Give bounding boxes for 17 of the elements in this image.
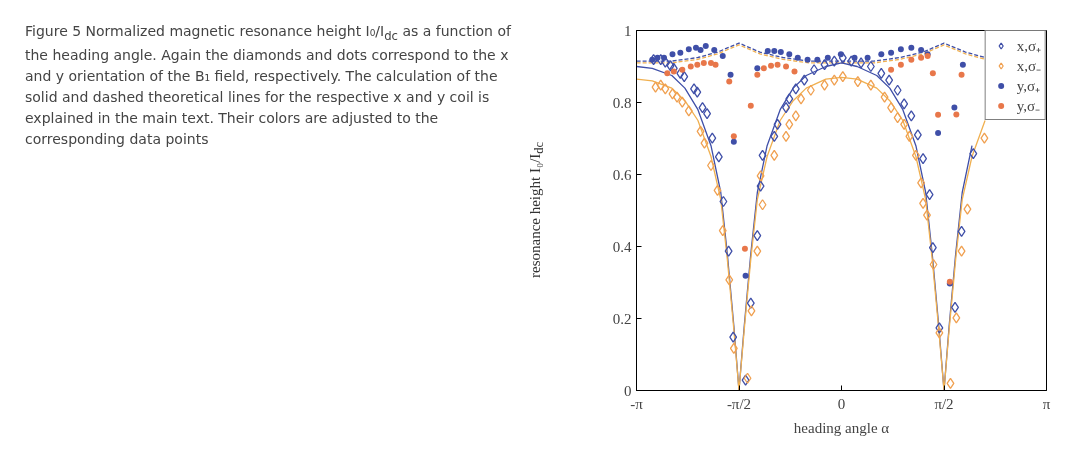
- legend-label: x,σ₊: [1016, 37, 1041, 55]
- y-tick-label: 0.6: [612, 166, 632, 183]
- x-tick-label: -π: [630, 395, 644, 412]
- y-tick-label: 0.2: [612, 310, 632, 327]
- x-tick-label: π/2: [934, 395, 954, 412]
- x-axis-title: heading angle α: [793, 419, 890, 436]
- x-tick-label: 0: [837, 395, 846, 412]
- y-tick-label: 1: [624, 22, 632, 39]
- y-tick-label: 0.4: [612, 238, 632, 255]
- y-tick-label: 0.8: [612, 94, 632, 111]
- x-tick-label: -π/2: [726, 395, 752, 412]
- legend-label: y,σ₋: [1016, 97, 1041, 115]
- caption: Figure 5 Normalized magnetic resonance height I₀/I$_{dc}$ as a function of the heading angle. Again the diamonds and dots correspond to the x and y orientation of the B₁ field, respectively. The calculation of the solid and dashed theoretical lines for the respective x and y coil is explained in the main text. Their colors are adjusted to the corresponding data points: [25, 22, 513, 150]
- y-tick-label: 0: [624, 382, 632, 399]
- legend-label: y,σ₊: [1016, 77, 1041, 95]
- x-tick-label: π: [1042, 395, 1051, 412]
- legend-label: x,σ₋: [1016, 57, 1041, 75]
